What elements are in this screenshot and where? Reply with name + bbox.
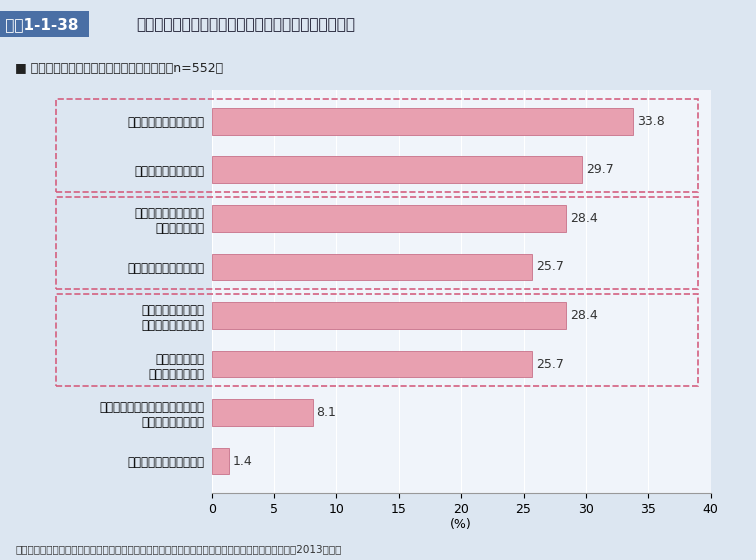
X-axis label: (%): (%) <box>451 519 472 531</box>
Bar <box>212 302 566 329</box>
Bar <box>212 448 229 474</box>
Text: 33.8: 33.8 <box>637 115 665 128</box>
Bar <box>212 108 634 134</box>
Text: 1.4: 1.4 <box>233 455 253 468</box>
Text: 29.7: 29.7 <box>586 164 614 176</box>
Text: 25.7: 25.7 <box>536 357 564 371</box>
Bar <box>212 205 566 232</box>
Text: 精神障害者の離職の理由（個人的理由）（複数回答）: 精神障害者の離職の理由（個人的理由）（複数回答） <box>136 17 355 32</box>
Bar <box>212 399 313 426</box>
Bar <box>212 156 582 183</box>
Text: 図表1-1-38: 図表1-1-38 <box>0 17 84 32</box>
Text: 28.4: 28.4 <box>570 212 597 225</box>
Text: 資料：厚生労働省職業安定局雇用開発部障害者雇用対策課地域就労支援室「障害者雇用実態調査」（2013年度）: 資料：厚生労働省職業安定局雇用開発部障害者雇用対策課地域就労支援室「障害者雇用実… <box>15 544 342 554</box>
Bar <box>212 351 532 377</box>
Text: 8.1: 8.1 <box>317 406 336 419</box>
Bar <box>212 254 532 280</box>
Text: 25.7: 25.7 <box>536 260 564 273</box>
Text: ■ 離職の理由（個人的理由）：精神障害者（n=552）: ■ 離職の理由（個人的理由）：精神障害者（n=552） <box>15 62 223 74</box>
Text: 28.4: 28.4 <box>570 309 597 322</box>
